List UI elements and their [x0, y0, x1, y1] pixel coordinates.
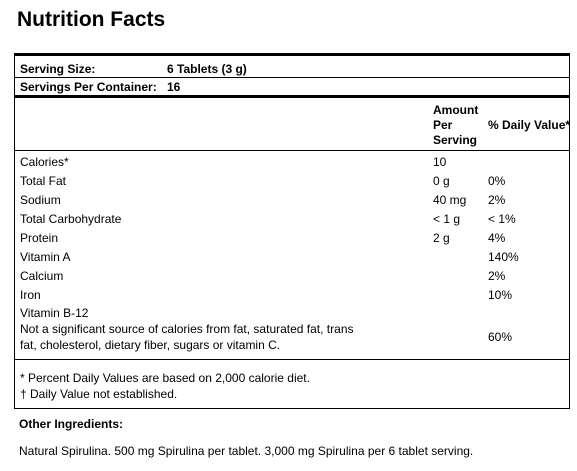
nutrient-name-protein: Protein	[20, 231, 59, 245]
amount-header-line1: Amount	[433, 103, 479, 117]
nutrition-facts-panel: Serving Size: 6 Tablets (3 g) Servings P…	[14, 53, 570, 409]
nutrient-dv-sodium: 2%	[488, 193, 506, 207]
nutrient-dv-total-carbohydrate: < 1%	[488, 212, 516, 226]
footnote-not-established: † Daily Value not established.	[20, 387, 178, 401]
nutrient-note-line1: Not a significant source of calories fro…	[20, 322, 354, 336]
divider	[15, 359, 569, 360]
nutrient-amount-protein: 2 g	[433, 231, 450, 245]
nutrient-name-vitamin-b12: Vitamin B-12	[20, 306, 89, 320]
nutrient-amount-sodium: 40 mg	[433, 193, 467, 207]
serving-size-value: 6 Tablets (3 g)	[167, 62, 247, 76]
page-title: Nutrition Facts	[17, 8, 166, 31]
divider-thick	[15, 95, 569, 98]
footnote-daily-values: * Percent Daily Values are based on 2,00…	[20, 371, 310, 385]
nutrient-dv-protein: 4%	[488, 231, 506, 245]
servings-per-container-label: Servings Per Container:	[20, 80, 157, 94]
nutrient-amount-total-carbohydrate: < 1 g	[433, 212, 461, 226]
ingredients-label: Other Ingredients:	[19, 417, 124, 431]
nutrient-dv-vitamin-b12: 60%	[488, 330, 513, 344]
ingredients-text: Natural Spirulina. 500 mg Spirulina per …	[19, 444, 474, 458]
nutrient-name-total-carbohydrate: Total Carbohydrate	[20, 212, 122, 226]
nutrient-name-iron: Iron	[20, 288, 41, 302]
daily-value-header: % Daily Value*	[488, 118, 571, 132]
amount-header-line3: Serving	[433, 133, 478, 147]
nutrient-dv-total-fat: 0%	[488, 174, 506, 188]
servings-per-container-value: 16	[167, 80, 181, 94]
nutrient-dv-vitamin-a: 140%	[488, 250, 519, 264]
nutrient-amount-total-fat: 0 g	[433, 174, 450, 188]
nutrient-amount-calories: 10	[433, 155, 447, 169]
nutrient-name-vitamin-a: Vitamin A	[20, 250, 71, 264]
nutrient-name-total-fat: Total Fat	[20, 174, 67, 188]
serving-size-label: Serving Size:	[20, 62, 96, 76]
nutrient-name-calories: Calories*	[20, 155, 69, 169]
nutrient-dv-calcium: 2%	[488, 269, 506, 283]
divider	[15, 150, 569, 151]
divider	[15, 77, 569, 78]
nutrient-name-calcium: Calcium	[20, 269, 64, 283]
nutrient-name-sodium: Sodium	[20, 193, 61, 207]
nutrient-note-line2: fat, cholesterol, dietary fiber, sugars …	[20, 338, 281, 352]
nutrient-dv-iron: 10%	[488, 288, 513, 302]
amount-header-line2: Per	[433, 118, 453, 132]
